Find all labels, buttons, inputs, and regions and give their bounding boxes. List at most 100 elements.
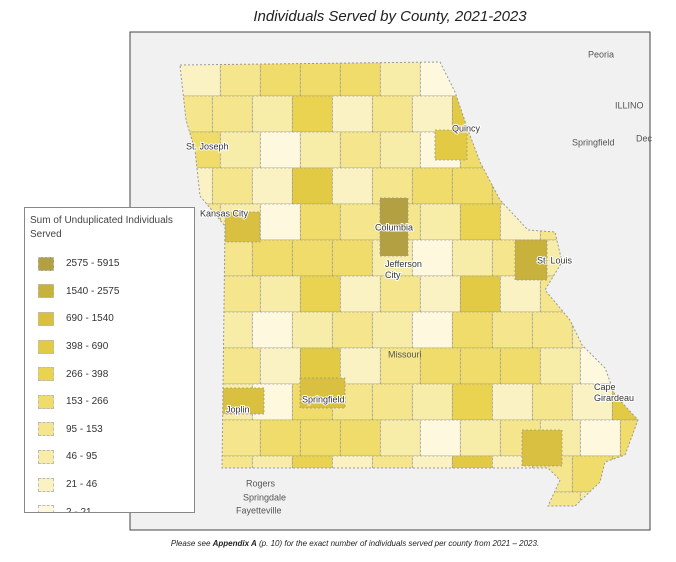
county — [371, 383, 413, 421]
legend-label: 398 - 690 — [66, 341, 109, 353]
legend-label: 1540 - 2575 — [66, 285, 120, 297]
note-link: Appendix A — [212, 539, 257, 548]
county — [259, 131, 301, 169]
legend-swatch — [38, 311, 54, 326]
county — [379, 197, 409, 257]
county — [221, 387, 265, 415]
county — [299, 377, 346, 409]
county — [419, 203, 461, 241]
legend-item: 1540 - 2575 — [25, 278, 194, 306]
county — [459, 347, 501, 385]
legend-item: 95 - 153 — [25, 416, 194, 444]
county — [291, 167, 333, 205]
legend-item: 153 - 266 — [25, 388, 194, 416]
county — [379, 419, 421, 457]
county — [411, 95, 453, 133]
county — [371, 311, 413, 349]
county — [259, 62, 301, 97]
county — [339, 131, 381, 169]
legend-label: 266 - 398 — [66, 368, 109, 380]
map-label: Springfield — [572, 137, 615, 147]
map-label: Kansas City — [200, 208, 249, 218]
state-outline — [179, 61, 639, 507]
county — [339, 62, 381, 97]
legend-item: 2575 - 5915 — [25, 250, 194, 278]
county — [451, 167, 493, 205]
legend-swatch — [38, 394, 54, 409]
county — [339, 347, 381, 385]
county — [451, 383, 493, 421]
legend-label: 2575 - 5915 — [66, 258, 120, 270]
legend-title: Sum of Unduplicated Individuals Served — [30, 215, 173, 240]
county — [180, 62, 221, 97]
legend-label: 690 - 1540 — [66, 313, 114, 325]
legend-swatch — [38, 284, 54, 299]
county — [259, 203, 301, 241]
county — [251, 95, 293, 133]
map-label: Springdale — [243, 492, 286, 502]
county — [491, 383, 533, 421]
county — [219, 419, 261, 457]
county — [259, 275, 301, 313]
county — [531, 383, 573, 421]
title: Individuals Served by County, 2021-2023 — [253, 8, 527, 25]
legend-swatch — [38, 422, 54, 437]
county — [291, 239, 333, 277]
county — [579, 419, 621, 457]
map-label: Rogers — [246, 478, 276, 488]
legend-label: 46 - 95 — [66, 451, 98, 463]
note-text: Please see — [170, 539, 213, 548]
legend-swatch — [38, 256, 54, 271]
county — [571, 383, 613, 421]
county — [331, 167, 373, 205]
county — [491, 311, 533, 349]
county — [299, 419, 341, 457]
county — [411, 239, 453, 277]
county — [419, 419, 461, 457]
county — [371, 95, 413, 133]
county — [531, 311, 573, 349]
map-label: Quincy — [452, 123, 481, 133]
county — [459, 275, 501, 313]
county — [224, 211, 261, 243]
legend-item: 266 - 398 — [25, 360, 194, 388]
legend-label: 21 - 46 — [66, 479, 98, 491]
map-label: Joplin — [226, 404, 250, 414]
map-label: Springfield — [302, 394, 345, 404]
county — [539, 347, 581, 385]
county — [291, 95, 333, 133]
county — [451, 311, 493, 349]
county — [299, 203, 341, 241]
legend-item: 2 - 21 — [25, 498, 194, 513]
map-label: ILLINO — [615, 100, 644, 110]
county — [379, 275, 421, 313]
map-label: Jefferson City — [385, 259, 422, 280]
county — [211, 167, 253, 205]
legend-swatch — [38, 339, 54, 354]
county — [339, 203, 381, 241]
map-label: Peoria — [588, 49, 614, 59]
county — [411, 167, 453, 205]
county — [219, 275, 261, 313]
legend-label: 2 - 21 — [66, 506, 92, 513]
county — [211, 95, 253, 133]
county — [521, 429, 563, 467]
county — [259, 419, 301, 457]
map-label: St. Louis — [537, 255, 573, 265]
county — [459, 419, 501, 457]
county — [499, 275, 541, 313]
county — [379, 62, 421, 97]
county — [251, 167, 293, 205]
county — [419, 275, 461, 313]
legend-swatch — [38, 505, 54, 512]
map-label: Dec — [636, 133, 653, 143]
county — [451, 239, 493, 277]
county — [379, 131, 421, 169]
legend-item: 21 - 46 — [25, 471, 194, 499]
county — [331, 239, 373, 277]
county — [299, 131, 341, 169]
map-label: Fayetteville — [236, 505, 282, 515]
county — [259, 347, 301, 385]
note-text: (p. 10) for the exact number of individu… — [256, 539, 540, 548]
